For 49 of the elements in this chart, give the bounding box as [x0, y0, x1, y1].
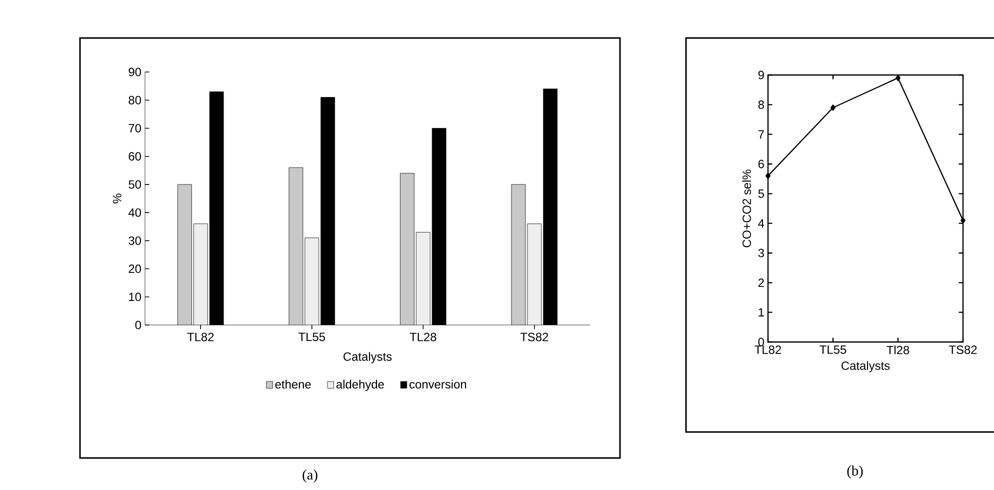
x-tick-label: TL82	[754, 346, 782, 354]
y-tick-label: 7	[758, 130, 764, 138]
y-tick-label: 10	[129, 292, 142, 302]
bar	[304, 238, 319, 325]
y-tick-label: 3	[758, 248, 764, 258]
y-tick-label: 60	[128, 152, 142, 161]
bar	[527, 224, 542, 325]
y-tick-label: 5	[758, 190, 764, 198]
y-tick-label: 0	[135, 320, 142, 330]
y-tick-label: 80	[128, 96, 142, 104]
y-tick-label: 70	[128, 124, 142, 132]
point	[766, 172, 770, 179]
y-tick-label: 20	[128, 264, 142, 274]
y-tick-label: 90	[128, 68, 142, 76]
y-tick-label: 4	[758, 219, 764, 228]
legend-label: ethene	[275, 380, 311, 389]
text: (a)	[302, 469, 318, 482]
y-tick-label: 9	[758, 70, 764, 80]
y-tick-label: 8	[758, 100, 764, 109]
x-tick-label: TL55	[820, 346, 846, 354]
x-tick-label: TL55	[298, 332, 325, 342]
bar	[194, 224, 208, 325]
x-tick-label: TS82	[520, 332, 548, 342]
y-tick-label: 40	[128, 208, 142, 217]
y-tick-label: 6	[758, 160, 764, 168]
x-tick-label: TL28	[410, 332, 436, 342]
y-axis-title: CO+CO2 sel%	[742, 170, 751, 248]
y-tick-label: 30	[128, 236, 142, 245]
x-axis-title: Catalysts	[344, 352, 392, 364]
legend-label: conversion	[410, 380, 466, 389]
y-tick-label: 0	[758, 338, 764, 346]
point	[896, 74, 900, 82]
x-axis-title: Catalysts	[842, 361, 890, 372]
legend-label: aldehyde	[336, 380, 384, 391]
point	[960, 217, 966, 224]
y-tick-label: 50	[128, 180, 142, 189]
bar	[178, 184, 192, 325]
bar	[511, 184, 526, 325]
x-tick-label: TL82	[187, 332, 214, 342]
bar	[416, 232, 430, 325]
bar	[288, 168, 303, 325]
y-tick-label: 2	[758, 278, 764, 287]
text: (b)	[847, 465, 863, 478]
y-tick-label: 1	[758, 308, 764, 316]
y-axis-title: %	[112, 194, 122, 204]
point	[830, 104, 836, 111]
x-tick-label: Tl28	[886, 346, 910, 354]
bar	[400, 173, 414, 325]
x-tick-label: TS82	[948, 346, 977, 354]
